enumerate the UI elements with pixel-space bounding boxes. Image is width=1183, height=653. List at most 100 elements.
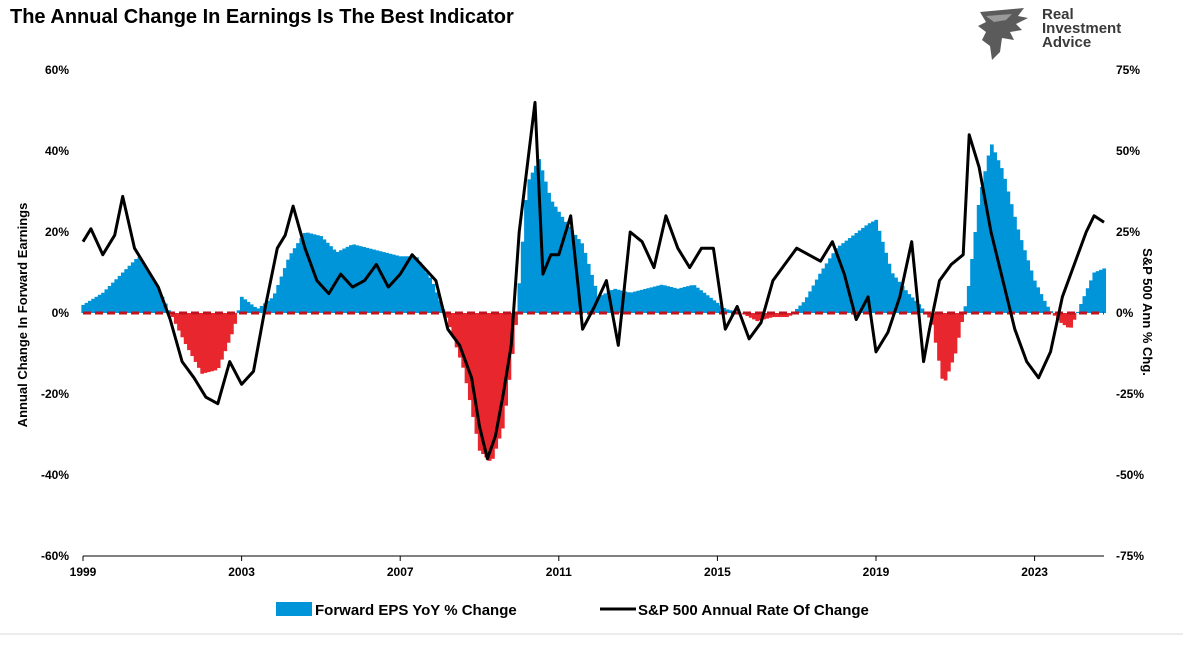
eps-bar xyxy=(395,255,399,313)
eps-bar xyxy=(821,268,826,313)
eps-bar xyxy=(259,305,264,313)
eps-bar xyxy=(104,289,109,313)
eps-bar xyxy=(239,296,244,313)
eps-bar xyxy=(1009,204,1014,313)
eps-bar xyxy=(1039,294,1044,313)
eps-bar xyxy=(1013,216,1017,313)
eps-bar xyxy=(325,242,330,313)
eps-bar xyxy=(847,238,852,313)
eps-bar xyxy=(1072,313,1077,320)
left-tick-label: 20% xyxy=(45,225,69,239)
eps-bar xyxy=(1016,229,1021,313)
logo-line-2: Investment xyxy=(1042,20,1122,37)
eps-bar xyxy=(768,313,773,318)
eps-bar xyxy=(603,293,608,313)
eps-bar xyxy=(956,313,961,338)
eps-bar xyxy=(728,310,733,313)
eps-bar xyxy=(269,298,274,313)
x-tick-label: 2003 xyxy=(228,565,255,579)
eps-bar xyxy=(841,243,846,313)
legend-label-eps: Forward EPS YoY % Change xyxy=(315,602,517,619)
eps-bar xyxy=(583,252,588,313)
eps-bar xyxy=(666,286,670,313)
logo-text: Real Investment Advice xyxy=(1042,7,1122,50)
eps-bar xyxy=(765,313,770,319)
eps-bar xyxy=(306,232,310,313)
eps-bar xyxy=(600,295,604,313)
eps-bar xyxy=(973,232,978,313)
eps-bar xyxy=(358,246,363,313)
eps-bar xyxy=(646,288,651,313)
eps-bar xyxy=(405,256,409,313)
eps-bar xyxy=(157,290,162,313)
eps-bar xyxy=(867,223,872,313)
eps-bar xyxy=(233,313,238,324)
eps-bar xyxy=(210,313,214,372)
eps-bar xyxy=(626,292,631,313)
eps-bar xyxy=(920,308,925,313)
eps-bar xyxy=(970,259,974,313)
eps-bar xyxy=(180,313,185,338)
x-tick-label: 2011 xyxy=(546,565,572,579)
eps-bar xyxy=(448,313,452,328)
eps-bar xyxy=(801,302,806,313)
eps-bar xyxy=(606,291,611,313)
eps-bar xyxy=(672,287,677,313)
eps-bar xyxy=(130,262,135,313)
eps-bar xyxy=(415,257,419,313)
eps-bar xyxy=(679,287,684,313)
eps-bar xyxy=(1062,313,1067,326)
eps-bar xyxy=(616,289,621,313)
eps-bar xyxy=(557,211,561,313)
eps-bar xyxy=(907,294,912,313)
eps-bar xyxy=(755,313,760,322)
eps-bar xyxy=(474,313,479,434)
eps-bar xyxy=(771,313,776,318)
eps-bars xyxy=(81,144,1107,461)
eps-bar xyxy=(368,248,373,313)
eps-bar xyxy=(993,152,998,313)
right-tick-label: 0% xyxy=(1116,306,1134,320)
eps-bar xyxy=(319,236,323,313)
eps-bar xyxy=(117,275,122,313)
x-tick-label: 2015 xyxy=(704,565,731,579)
eps-bar xyxy=(1032,280,1037,313)
eps-bar xyxy=(788,313,793,316)
eps-bar xyxy=(543,181,548,313)
eps-bar xyxy=(874,219,879,313)
eps-bar xyxy=(223,313,228,352)
eps-bar xyxy=(662,285,667,313)
eps-bar xyxy=(914,300,918,313)
eps-bar xyxy=(593,285,598,313)
eps-bar xyxy=(580,243,584,313)
right-tick-label: -50% xyxy=(1116,468,1144,482)
eps-bar xyxy=(339,250,343,313)
eps-bar xyxy=(1075,311,1080,313)
eps-bar xyxy=(101,292,105,313)
eps-bar xyxy=(220,313,224,360)
eps-bar xyxy=(676,288,680,313)
eps-bar xyxy=(745,313,750,317)
eps-bar xyxy=(302,233,307,313)
eps-bar xyxy=(933,313,938,343)
eps-bar xyxy=(828,258,832,313)
eps-bar xyxy=(97,294,102,313)
eps-bar xyxy=(391,254,396,313)
eps-bar xyxy=(137,257,142,313)
eps-bar xyxy=(831,253,836,313)
eps-bar xyxy=(937,313,941,361)
eps-bar xyxy=(471,313,475,417)
eps-bar xyxy=(547,192,551,313)
left-tick-label: -20% xyxy=(41,387,69,401)
eps-bar xyxy=(904,290,908,313)
eps-bar xyxy=(193,313,198,362)
eps-bar xyxy=(950,313,955,363)
eps-bar xyxy=(1026,260,1031,313)
eps-bar xyxy=(378,251,383,313)
eps-bar xyxy=(424,272,429,313)
eps-bar xyxy=(877,230,882,313)
eps-bar xyxy=(798,305,803,313)
eps-bar xyxy=(1052,313,1057,316)
left-tick-label: 40% xyxy=(45,144,69,158)
